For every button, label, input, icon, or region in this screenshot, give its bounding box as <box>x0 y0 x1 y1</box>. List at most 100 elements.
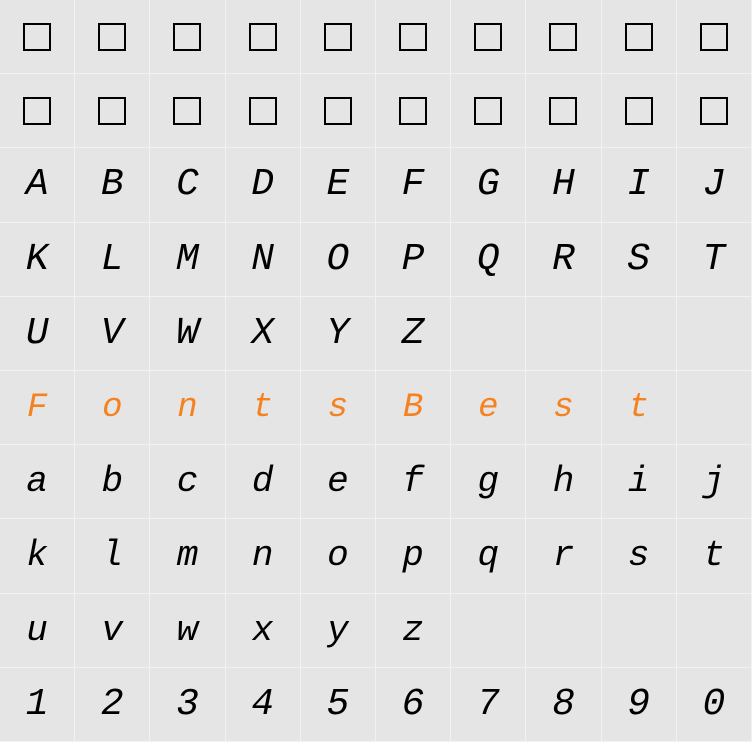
missing-glyph-box <box>602 74 677 148</box>
sample-text-char <box>677 371 752 445</box>
glyph-cell: X <box>226 297 301 371</box>
glyph-cell <box>451 297 526 371</box>
glyph-cell: H <box>526 148 601 222</box>
glyph-cell: n <box>226 519 301 593</box>
glyph-cell: 2 <box>75 668 150 742</box>
glyph-cell: R <box>526 223 601 297</box>
missing-glyph-box <box>526 0 601 74</box>
glyph-label: T <box>702 238 725 281</box>
glyph-label: 9 <box>627 683 650 726</box>
glyph-label: 5 <box>326 683 349 726</box>
glyph-cell <box>526 297 601 371</box>
missing-glyph-box <box>0 74 75 148</box>
missing-glyph-box <box>526 74 601 148</box>
glyph-cell: T <box>677 223 752 297</box>
sample-text-char: s <box>301 371 376 445</box>
glyph-cell: x <box>226 594 301 668</box>
glyph-cell: 0 <box>677 668 752 742</box>
sample-text-char: B <box>376 371 451 445</box>
glyph-label: W <box>176 312 199 355</box>
glyph-cell: s <box>602 519 677 593</box>
glyph-label: n <box>252 535 274 576</box>
glyph-cell: D <box>226 148 301 222</box>
glyph-cell <box>602 594 677 668</box>
glyph-cell: 3 <box>150 668 225 742</box>
glyph-label: O <box>326 238 349 281</box>
missing-glyph-box <box>150 0 225 74</box>
glyph-label: A <box>26 163 49 206</box>
glyph-label: e <box>327 461 349 502</box>
glyph-label: l <box>101 535 123 576</box>
glyph-cell: Y <box>301 297 376 371</box>
glyph-cell: r <box>526 519 601 593</box>
glyph-label: d <box>252 461 274 502</box>
glyph-label: J <box>702 163 725 206</box>
missing-glyph-box <box>301 74 376 148</box>
glyph-cell: 7 <box>451 668 526 742</box>
glyph-label: y <box>327 610 349 651</box>
glyph-cell: j <box>677 445 752 519</box>
glyph-cell <box>602 297 677 371</box>
glyph-label: x <box>252 610 274 651</box>
character-map-grid: ABCDEFGHIJKLMNOPQRSTUVWXYZFontsBestabcde… <box>0 0 752 742</box>
glyph-cell: K <box>0 223 75 297</box>
glyph-label: 2 <box>101 683 124 726</box>
glyph-cell: Q <box>451 223 526 297</box>
glyph-cell: B <box>75 148 150 222</box>
glyph-cell: f <box>376 445 451 519</box>
glyph-label: r <box>553 535 575 576</box>
glyph-label: 4 <box>251 683 274 726</box>
glyph-label: w <box>177 610 199 651</box>
glyph-label: s <box>328 389 348 427</box>
glyph-label: 3 <box>176 683 199 726</box>
glyph-label: i <box>628 461 650 502</box>
glyph-label: u <box>26 610 48 651</box>
missing-glyph-box <box>226 74 301 148</box>
glyph-label: t <box>703 535 725 576</box>
glyph-cell <box>677 594 752 668</box>
sample-text-char: t <box>226 371 301 445</box>
glyph-label: Q <box>477 238 500 281</box>
glyph-cell: o <box>301 519 376 593</box>
missing-glyph-box <box>677 74 752 148</box>
glyph-label: K <box>26 238 49 281</box>
glyph-cell: V <box>75 297 150 371</box>
glyph-cell: h <box>526 445 601 519</box>
glyph-cell: E <box>301 148 376 222</box>
missing-glyph-box <box>451 74 526 148</box>
glyph-label: F <box>402 163 425 206</box>
glyph-cell: I <box>602 148 677 222</box>
glyph-label: g <box>477 461 499 502</box>
glyph-label: t <box>252 389 272 427</box>
glyph-cell: d <box>226 445 301 519</box>
sample-text-char: n <box>150 371 225 445</box>
glyph-label: E <box>326 163 349 206</box>
glyph-cell <box>451 594 526 668</box>
glyph-cell: p <box>376 519 451 593</box>
glyph-cell: y <box>301 594 376 668</box>
missing-glyph-box <box>75 74 150 148</box>
glyph-cell: A <box>0 148 75 222</box>
glyph-cell: 9 <box>602 668 677 742</box>
missing-glyph-box <box>0 0 75 74</box>
glyph-cell: J <box>677 148 752 222</box>
glyph-label: U <box>26 312 49 355</box>
glyph-label: n <box>177 389 197 427</box>
glyph-cell: P <box>376 223 451 297</box>
glyph-label: 0 <box>702 683 725 726</box>
glyph-cell: q <box>451 519 526 593</box>
sample-text-char: o <box>75 371 150 445</box>
glyph-cell: M <box>150 223 225 297</box>
glyph-label: a <box>26 461 48 502</box>
sample-text-char: F <box>0 371 75 445</box>
glyph-label: v <box>101 610 123 651</box>
glyph-label: Z <box>402 312 425 355</box>
glyph-label: C <box>176 163 199 206</box>
glyph-cell: G <box>451 148 526 222</box>
glyph-cell: w <box>150 594 225 668</box>
glyph-label: 6 <box>402 683 425 726</box>
glyph-label: S <box>627 238 650 281</box>
glyph-label: s <box>628 535 650 576</box>
missing-glyph-box <box>226 0 301 74</box>
glyph-label: j <box>703 461 725 502</box>
